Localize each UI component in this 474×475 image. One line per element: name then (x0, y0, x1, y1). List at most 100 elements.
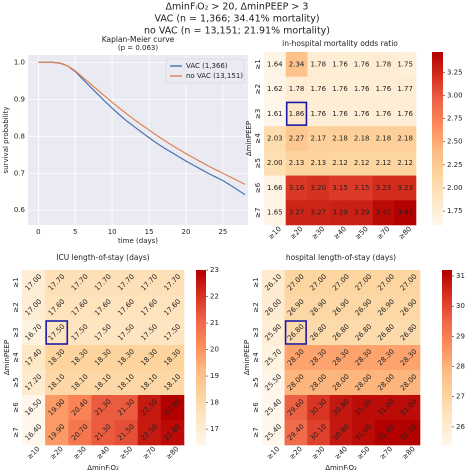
heatmap-cell (68, 320, 92, 346)
colorbar-segment (196, 412, 206, 417)
highlight-box (284, 320, 307, 345)
colorbar-segment (432, 175, 443, 180)
colorbar-segment (196, 342, 206, 347)
colorbar-segment (442, 375, 452, 379)
y-tick-label: ≥3 (12, 327, 20, 337)
heatmap-cell (350, 76, 373, 102)
colorbar-segment (432, 193, 443, 197)
heatmap-cell (137, 295, 162, 321)
colorbar-segment (432, 190, 443, 194)
cell-label: 3.27 (289, 209, 305, 217)
colorbar-segment (432, 170, 443, 174)
colorbar-tick-label: 3.00 (447, 91, 463, 99)
colorbar-segment (442, 360, 452, 364)
legend-label: VAC (1,366) (186, 62, 228, 70)
heatmap-cell (352, 420, 376, 446)
x-tick-label: 10 (108, 228, 117, 236)
cell-label: 3.23 (376, 184, 392, 192)
heatmap-cell (114, 395, 139, 421)
y-tick-label: ≥5 (252, 377, 260, 387)
colorbar-segment (196, 337, 206, 341)
cell-label: 1.76 (376, 85, 392, 93)
x-tick-label: ≥50 (354, 225, 370, 241)
chart-title: Kaplan-Meier curve (102, 35, 175, 44)
y-tick-label: ≥1 (252, 277, 260, 287)
heatmap-cell (307, 320, 331, 346)
colorbar-segment (432, 106, 443, 111)
heatmap-cell (374, 345, 398, 371)
heatmap-cell (397, 345, 421, 371)
heatmap-cell (284, 320, 308, 346)
heatmap-cell (264, 200, 287, 226)
colorbar-segment (196, 331, 206, 335)
heatmap-cell (374, 295, 398, 321)
colorbar-segment (442, 334, 452, 338)
colorbar-segment (442, 392, 452, 396)
heatmap-cell (329, 175, 352, 201)
colorbar-tick-label: 26 (456, 423, 465, 431)
colorbar-segment (196, 296, 206, 300)
heatmap-cell (307, 420, 331, 446)
colorbar-segment (442, 305, 452, 309)
colorbar-segment (196, 363, 206, 367)
cell-label: 1.64 (267, 60, 283, 68)
heatmap-cell (352, 345, 376, 371)
heatmap-cell (68, 395, 92, 421)
cell-label: 2.18 (376, 135, 392, 143)
heatmap-cell (329, 101, 352, 127)
cell-label: 1.86 (289, 110, 305, 118)
colorbar-segment (432, 173, 443, 177)
heatmap-cell (394, 52, 417, 78)
colorbar-segment (196, 281, 206, 285)
heatmap-cell (372, 76, 395, 102)
y-tick-label: ≥3 (254, 109, 262, 119)
y-tick-label: ≥5 (12, 377, 20, 387)
cell-label: 2.17 (310, 135, 326, 143)
colorbar-segment (432, 86, 443, 90)
heatmap-cell (264, 126, 287, 152)
colorbar-segment (442, 337, 452, 341)
colorbar-segment (432, 213, 443, 217)
heatmap-cell (137, 420, 162, 446)
heatmap-cell (394, 150, 417, 176)
colorbar-segment (432, 222, 443, 226)
x-axis-label: ΔminFᵢO₂ (325, 464, 357, 472)
heatmap-cell (264, 175, 287, 201)
heatmap-cell (394, 126, 417, 152)
colorbar-segment (442, 328, 452, 332)
cell-label: 3.29 (354, 209, 370, 217)
heatmap-cell (91, 345, 115, 371)
colorbar-segment (432, 129, 443, 134)
heatmap-cell (91, 370, 115, 396)
cell-label: 2.27 (289, 135, 305, 143)
heatmap-cell (160, 320, 185, 346)
colorbar-tick-label: 31 (456, 272, 465, 280)
colorbar-segment (442, 380, 452, 385)
y-tick-label: ≥6 (12, 402, 20, 413)
cell-label: 1.76 (310, 85, 326, 93)
colorbar-segment (196, 313, 206, 318)
cell-label: 2.00 (267, 159, 283, 167)
colorbar-segment (432, 199, 443, 203)
heatmap-cell (350, 175, 373, 201)
heatmap-cell (22, 270, 46, 296)
colorbar-segment (442, 357, 452, 361)
colorbar-segment (442, 287, 452, 291)
heatmap-cell (307, 395, 331, 421)
heatmap-cell (262, 295, 285, 321)
colorbar-segment (196, 278, 206, 283)
heatmap-cell (329, 150, 352, 176)
cell-label: 1.76 (376, 110, 392, 118)
colorbar-segment (196, 377, 206, 382)
colorbar-segment (442, 383, 452, 388)
heatmap-cell (329, 395, 353, 421)
colorbar-segment (196, 395, 206, 399)
colorbar-segment (442, 427, 452, 431)
colorbar-segment (196, 407, 206, 411)
colorbar-segment (196, 310, 206, 315)
colorbar-segment (196, 272, 206, 277)
x-tick-label: ≥50 (356, 445, 372, 461)
colorbar-segment (442, 325, 452, 329)
colorbar-segment (196, 442, 206, 446)
cell-label: 3.47 (397, 209, 413, 217)
